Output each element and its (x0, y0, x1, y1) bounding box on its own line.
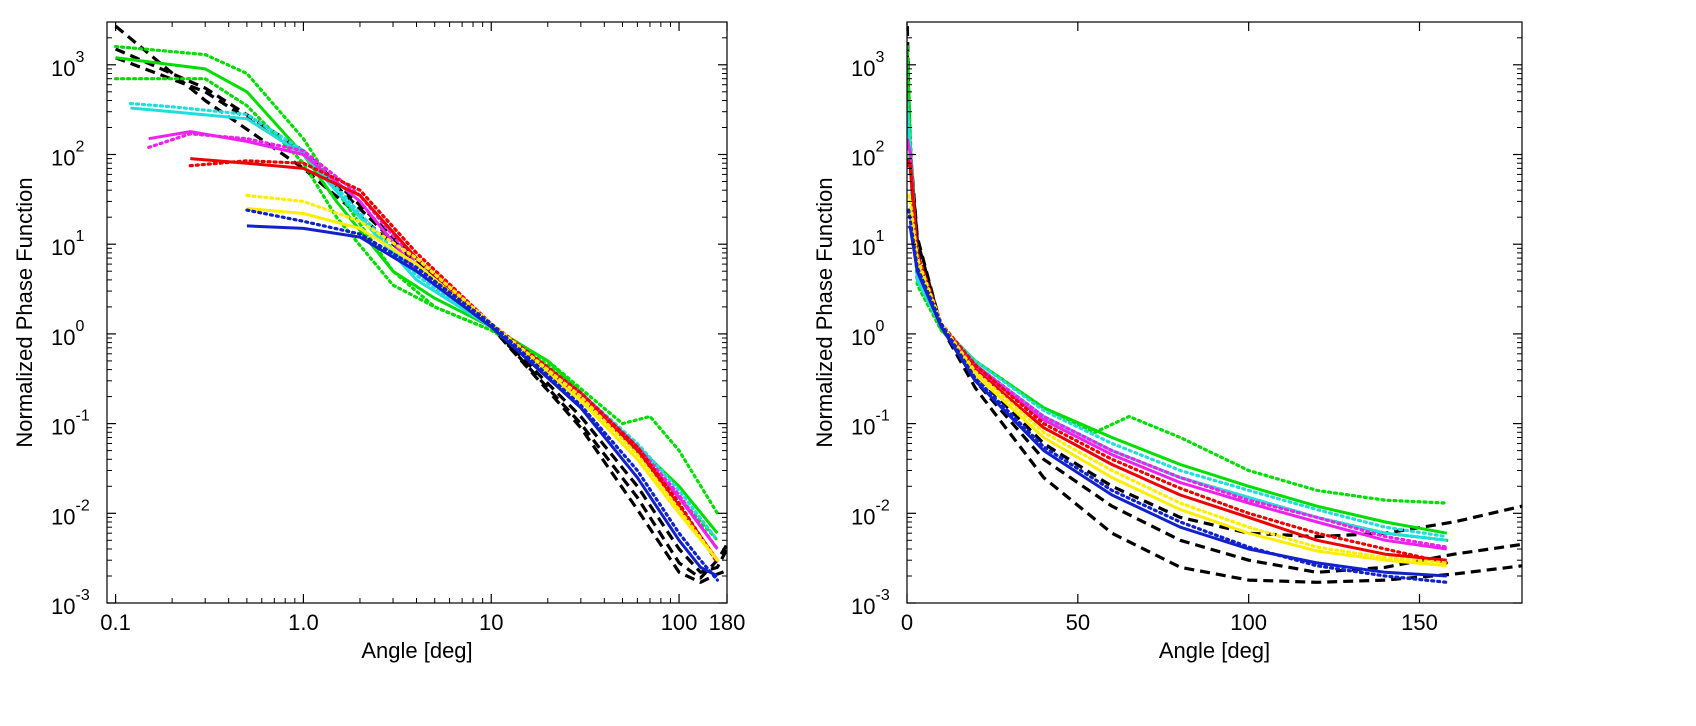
y-tick-label: 10-1 (851, 408, 890, 440)
series-line-green-dotted-2 (907, 77, 1449, 542)
x-tick-label: 100 (661, 610, 698, 635)
x-tick-label: 180 (709, 610, 746, 635)
y-tick-label: 101 (851, 228, 884, 260)
left-panel-log-log: 10-3 10-2 10-1 100 101 102 103 0.1 1.0 10 100 180 An… (12, 21, 746, 663)
plot-frame (106, 21, 728, 604)
series-line-black-dashed-1 (907, 26, 1522, 539)
series-line-green-dotted-1 (907, 44, 1449, 505)
y-tick-label: 103 (851, 49, 884, 81)
series-line-magenta-dotted (147, 132, 720, 551)
y-tick-label: 102 (51, 138, 84, 170)
y-tick-label: 103 (51, 49, 84, 81)
series-line-cyan-dotted (907, 101, 1449, 539)
y-tick-label: 101 (51, 228, 84, 260)
x-tick-label: 150 (1401, 610, 1438, 635)
series-line-green-solid (115, 56, 719, 535)
y-tick-label: 100 (51, 318, 84, 350)
y-tick-label: 10-1 (51, 408, 90, 440)
x-axis-label: Angle [deg] (361, 638, 472, 663)
y-tick-label: 10-3 (851, 587, 890, 619)
series-line-black-dashed-2 (114, 47, 727, 580)
y-tick-label: 10-2 (51, 497, 90, 529)
series-line-yellow-solid (907, 208, 1447, 568)
y-tick-label: 100 (851, 318, 884, 350)
series-line-blue-solid (246, 224, 719, 578)
plot-frame (906, 21, 1523, 604)
series-line-cyan-solid (130, 106, 719, 550)
series-line-yellow-solid (246, 207, 719, 562)
x-tick-label: 100 (1230, 610, 1267, 635)
series-line-magenta-solid (907, 138, 1448, 551)
series-line-yellow-dotted (245, 193, 720, 562)
x-axis-label: Angle [deg] (1159, 638, 1270, 663)
x-tick-label: 1.0 (288, 610, 319, 635)
series-line-yellow-dotted (907, 193, 1449, 565)
x-tick-label: 50 (1066, 610, 1090, 635)
y-tick-label: 10-3 (51, 587, 90, 619)
y-axis-label: Normalized Phase Function (12, 177, 37, 447)
series-group (907, 26, 1522, 584)
series-line-red-solid (190, 157, 719, 562)
series-line-red-dotted (188, 159, 720, 565)
y-tick-label: 10-2 (851, 497, 890, 529)
y-axis-label: Normalized Phase Function (812, 177, 837, 447)
y-tick-label: 102 (851, 138, 884, 170)
right-panel-linear-log: 10-3 10-2 10-1 100 101 102 103 0 50 100 150 Angle [… (812, 21, 1523, 663)
x-tick-label: 10 (479, 610, 503, 635)
series-line-black-dashed-3 (115, 56, 727, 584)
series-line-green-dotted-2 (113, 77, 720, 542)
series-line-magenta-dotted (907, 145, 1449, 549)
series-line-blue-dotted (245, 208, 720, 582)
series-group (113, 24, 727, 584)
x-tick-label: 0 (901, 610, 913, 635)
x-tick-label: 0.1 (100, 610, 131, 635)
series-line-black-dashed-2 (907, 48, 1522, 574)
series-line-blue-dotted (907, 208, 1449, 584)
series-line-green-solid (907, 57, 1448, 535)
series-line-cyan-dotted (128, 101, 720, 542)
series-line-magenta-solid (148, 130, 719, 550)
